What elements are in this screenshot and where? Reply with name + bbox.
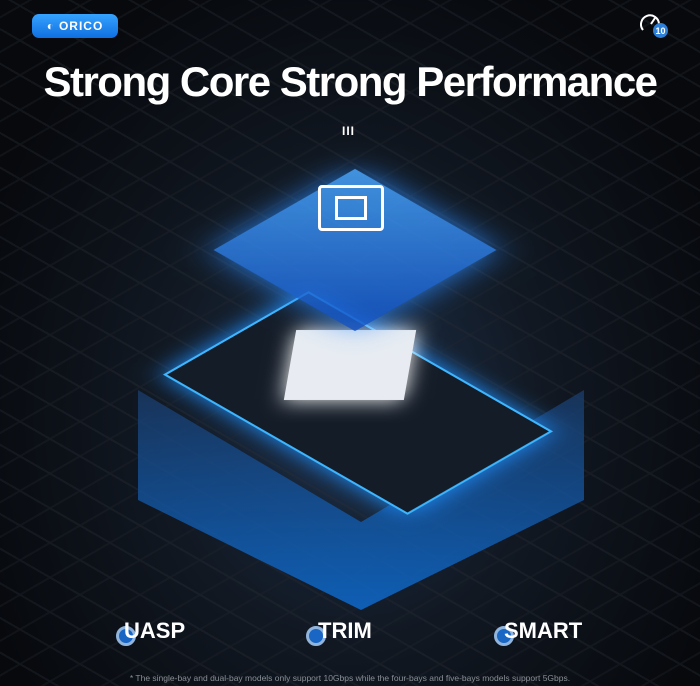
logo-text: ORICO [58,19,104,33]
speedometer-icon [640,14,660,31]
orico-logo: ◐ ORICO [32,14,118,38]
feature-trim: TRIM [318,618,372,643]
feature-dot-icon [306,626,326,646]
feature-dot-icon [494,626,514,646]
cpu-icon [318,185,384,231]
logo-swirl-icon: ◐ [46,19,55,33]
feature-uasp: UASP [124,618,186,643]
badge-number: 10 [653,23,668,38]
chip-core [283,330,417,400]
footnote: * The single-bay and dual-bay models onl… [129,673,571,683]
headline: Strong Core Strong Performance [43,58,658,105]
feature-smart: SMART [504,618,583,643]
feature-dot-icon [116,626,136,646]
chip-mark: III [342,124,356,138]
speed-badge: 10 [640,12,668,38]
